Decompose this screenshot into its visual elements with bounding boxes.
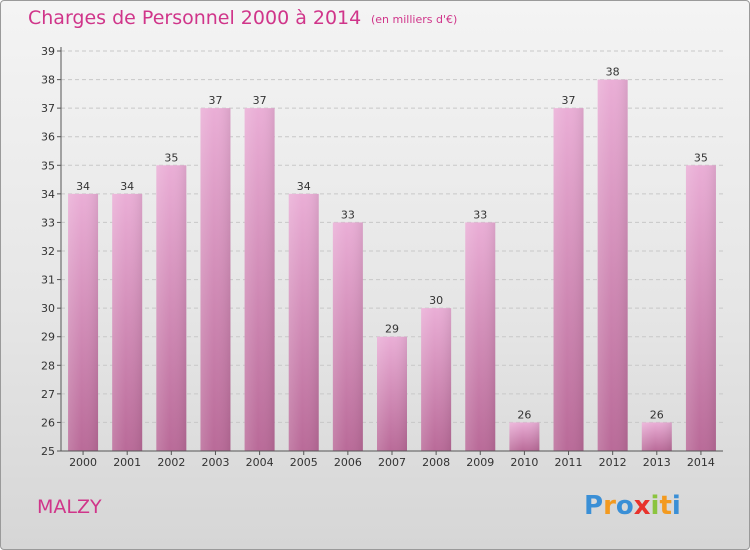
y-tick-label: 30 [41,302,55,315]
commune-name: MALZY [37,496,102,518]
logo-letter: i [650,491,660,521]
bar-shade [200,108,231,452]
data-label: 37 [562,94,576,107]
proxiti-logo: Proxiti [584,491,681,521]
x-tick-label: 2007 [378,456,406,469]
y-tick-label: 38 [41,74,55,87]
data-label: 33 [473,208,487,221]
bar-shade [156,165,187,452]
chart-subtitle: (en milliers d'€) [371,13,458,26]
data-label: 38 [606,66,620,79]
bar-shade [465,222,496,451]
x-tick-label: 2004 [246,456,274,469]
logo-letter: t [659,491,672,521]
x-tick-label: 2000 [69,456,97,469]
x-tick-label: 2008 [422,456,450,469]
bar-shade [288,193,319,451]
data-label: 29 [385,323,399,336]
logo-letter: P [584,491,604,521]
bar-shade [377,336,407,451]
y-tick-label: 35 [41,159,55,172]
bar-shade [685,165,716,452]
x-tick-label: 2013 [643,456,671,469]
data-label: 35 [164,151,178,164]
x-tick-label: 2003 [201,456,229,469]
bar-shade [112,193,143,451]
x-tick-label: 2002 [157,456,185,469]
bars [68,79,716,452]
y-tick-label: 37 [41,102,55,115]
bar-shade [244,108,275,452]
y-tick-label: 25 [41,445,55,458]
data-label: 34 [76,180,90,193]
y-tick-label: 36 [41,131,55,144]
data-label: 37 [253,94,267,107]
y-tick-label: 27 [41,388,55,401]
y-tick-label: 31 [41,274,55,287]
bar-shade [597,79,628,452]
data-label: 33 [341,208,355,221]
x-tick-label: 2001 [113,456,141,469]
data-label: 34 [120,180,134,193]
logo-letter: x [633,491,651,521]
x-tick-label: 2009 [466,456,494,469]
x-tick-label: 2005 [290,456,318,469]
logo-letter: i [671,491,681,521]
data-labels: 34 34 35 37 37 34 33 29 30 33 26 37 38 26 35 [76,66,708,422]
x-tick-label: 2006 [334,456,362,469]
data-label: 35 [694,151,708,164]
bar-shade [509,422,540,451]
x-tick-label: 2012 [599,456,627,469]
x-tick-label: 2010 [510,456,538,469]
x-tick-label: 2011 [555,456,583,469]
y-tick-label: 32 [41,245,55,258]
y-tick-label: 29 [41,331,55,344]
logo-letter: r [603,491,616,521]
x-tick-label: 2014 [687,456,715,469]
data-label: 34 [297,180,311,193]
axes: 25 26 27 28 29 30 31 32 33 34 35 36 37 38 39 2000 2001 20… [41,45,723,469]
bar-shade [421,308,452,451]
y-tick-label: 33 [41,216,55,229]
y-tick-label: 34 [41,188,55,201]
y-tick-label: 26 [41,416,55,429]
logo-letter: o [615,491,634,521]
y-tick-label: 28 [41,359,55,372]
data-label: 26 [650,408,664,421]
bar-shade [332,222,363,451]
chart-title: Charges de Personnel 2000 à 2014 [28,7,362,29]
y-tick-label: 39 [41,45,55,58]
data-label: 26 [517,408,531,421]
data-label: 37 [208,94,222,107]
bar-shade [68,193,99,451]
bar-shade [641,422,672,451]
data-label: 30 [429,294,443,307]
bar-shade [553,108,584,452]
